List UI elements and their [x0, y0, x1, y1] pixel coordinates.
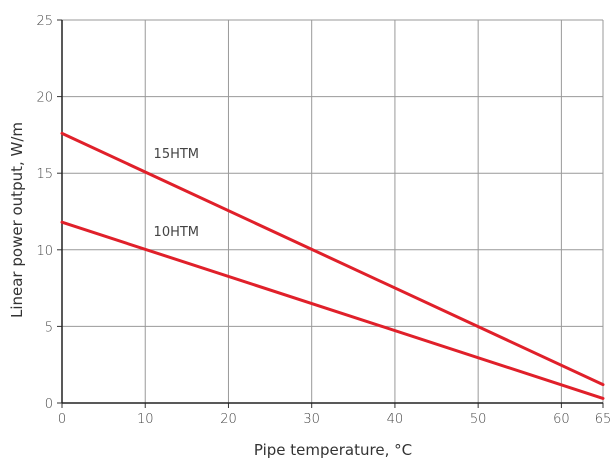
axes — [57, 19, 604, 408]
x-tick-label: 10 — [137, 412, 154, 427]
series-line-10htm — [60, 220, 605, 400]
y-tick-label: 10 — [36, 244, 53, 259]
x-axis-label: Pipe temperature, °C — [254, 441, 412, 459]
x-tick-label: 65 — [595, 412, 612, 427]
y-axis-label: Linear power output, W/m — [8, 122, 26, 318]
x-tick-label: 60 — [553, 412, 570, 427]
x-tick-label: 40 — [387, 412, 404, 427]
y-tick-label: 0 — [45, 397, 53, 412]
series-lines — [60, 131, 605, 400]
y-tick-labels: 0 5 10 15 20 25 — [36, 14, 53, 412]
x-tick-label: 50 — [470, 412, 487, 427]
x-tick-labels: 0 10 20 30 40 50 60 65 — [58, 412, 611, 427]
x-tick-label: 30 — [303, 412, 320, 427]
x-tick-label: 20 — [220, 412, 237, 427]
x-tick-label: 0 — [58, 412, 66, 427]
y-tick-label: 15 — [36, 167, 53, 182]
y-tick-label: 5 — [45, 320, 53, 335]
y-tick-label: 20 — [36, 91, 53, 106]
y-tick-label: 25 — [36, 14, 53, 29]
grid — [62, 19, 604, 403]
series-line-15htm — [60, 131, 605, 387]
series-labels: 15HTM 10HTM — [154, 147, 199, 240]
series-label-10htm: 10HTM — [154, 225, 199, 240]
series-label-15htm: 15HTM — [154, 147, 199, 162]
